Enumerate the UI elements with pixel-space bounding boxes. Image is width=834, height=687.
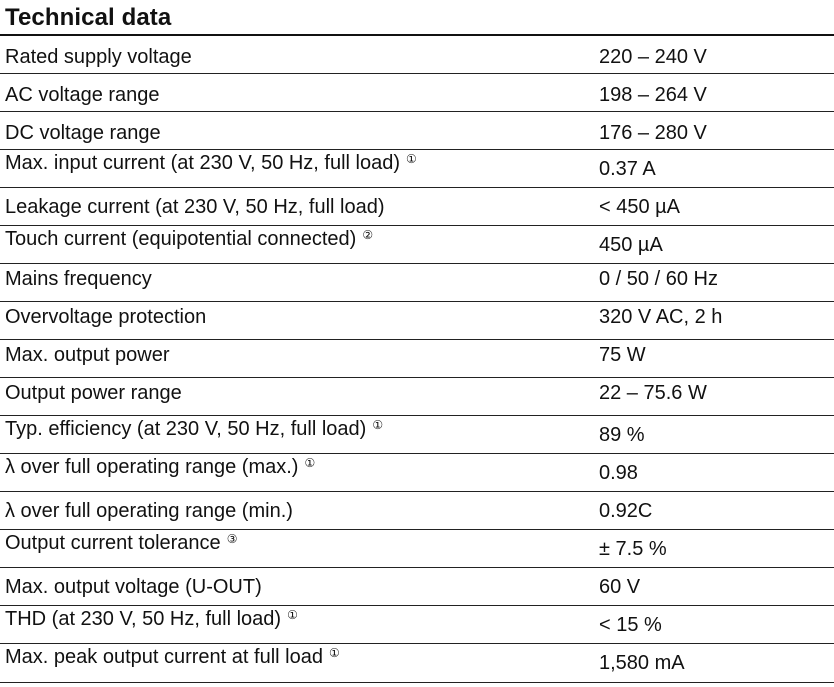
- spec-value: < 15 %: [599, 614, 662, 636]
- spec-value: 1,580 mA: [599, 652, 685, 674]
- spec-value: < 450 µA: [599, 196, 681, 218]
- spec-row: Typ. efficiency (at 230 V, 50 Hz, full l…: [0, 416, 834, 454]
- footnote-marker: ①: [304, 456, 316, 470]
- spec-label: Max. output power: [5, 344, 170, 366]
- spec-value: 450 µA: [599, 234, 663, 256]
- title-divider: [0, 34, 834, 36]
- spec-row: Max. output voltage (U-OUT) 60 V: [0, 568, 834, 606]
- spec-row: Max. input current (at 230 V, 50 Hz, ful…: [0, 150, 834, 188]
- spec-label: Max. output voltage (U-OUT): [5, 576, 262, 598]
- spec-value: 0.92C: [599, 500, 653, 522]
- spec-row: Leakage current (at 230 V, 50 Hz, full l…: [0, 188, 834, 226]
- spec-value: 60 V: [599, 576, 641, 598]
- spec-label: Overvoltage protection: [5, 306, 207, 328]
- spec-label: Typ. efficiency (at 230 V, 50 Hz, full l…: [5, 418, 384, 440]
- spec-value: 220 – 240 V: [599, 46, 707, 68]
- spec-table: Rated supply voltage 220 – 240 V AC volt…: [0, 36, 834, 683]
- spec-row: Max. output power 75 W: [0, 340, 834, 378]
- spec-label: THD (at 230 V, 50 Hz, full load) ①: [5, 608, 298, 630]
- footnote-marker: ①: [406, 152, 417, 166]
- spec-value: 176 – 280 V: [599, 122, 707, 144]
- spec-label: DC voltage range: [5, 122, 161, 144]
- spec-value: 0.98: [599, 462, 638, 484]
- spec-value: 0 / 50 / 60 Hz: [599, 268, 718, 290]
- footnote-marker: ①: [328, 646, 340, 660]
- spec-row: λ over full operating range (max.) ① 0.98: [0, 454, 834, 492]
- spec-row: Max. peak output current at full load ① 1…: [0, 644, 834, 683]
- spec-label: Mains frequency: [5, 268, 152, 290]
- spec-row: Output current tolerance ③ ± 7.5 %: [0, 530, 834, 568]
- spec-value: 198 – 264 V: [599, 84, 707, 106]
- spec-row: Mains frequency 0 / 50 / 60 Hz: [0, 264, 834, 302]
- spec-label: Max. input current (at 230 V, 50 Hz, ful…: [5, 152, 417, 174]
- spec-value: 89 %: [599, 424, 645, 446]
- spec-row: DC voltage range 176 – 280 V: [0, 112, 834, 150]
- footnote-marker: ③: [226, 532, 238, 546]
- spec-value: 0.37 A: [599, 158, 656, 180]
- spec-label: λ over full operating range (min.): [5, 500, 293, 522]
- footnote-marker: ②: [362, 228, 374, 242]
- spec-label: Touch current (equipotential connected) ②: [5, 228, 374, 250]
- spec-value: 320 V AC, 2 h: [599, 306, 723, 328]
- footnote-marker: ①: [372, 418, 384, 432]
- spec-value: 75 W: [599, 344, 646, 366]
- spec-label: λ over full operating range (max.) ①: [5, 456, 316, 478]
- footnote-marker: ①: [287, 608, 298, 622]
- section-title: Technical data: [5, 4, 172, 31]
- spec-row: THD (at 230 V, 50 Hz, full load) ① < 15 %: [0, 606, 834, 644]
- spec-row: Touch current (equipotential connected) ②…: [0, 226, 834, 264]
- spec-row: Output power range 22 – 75.6 W: [0, 378, 834, 416]
- spec-row: Overvoltage protection 320 V AC, 2 h: [0, 302, 834, 340]
- spec-label: Max. peak output current at full load ①: [5, 646, 340, 668]
- spec-row: λ over full operating range (min.) 0.92C: [0, 492, 834, 530]
- spec-label: Output current tolerance ③: [5, 532, 238, 554]
- spec-label: Leakage current (at 230 V, 50 Hz, full l…: [5, 196, 385, 218]
- spec-label: AC voltage range: [5, 84, 160, 106]
- spec-label: Output power range: [5, 382, 182, 404]
- spec-label: Rated supply voltage: [5, 46, 192, 68]
- spec-value: 22 – 75.6 W: [599, 382, 707, 404]
- spec-row: AC voltage range 198 – 264 V: [0, 74, 834, 112]
- spec-value: ± 7.5 %: [599, 538, 667, 560]
- spec-row: Rated supply voltage 220 – 240 V: [0, 36, 834, 74]
